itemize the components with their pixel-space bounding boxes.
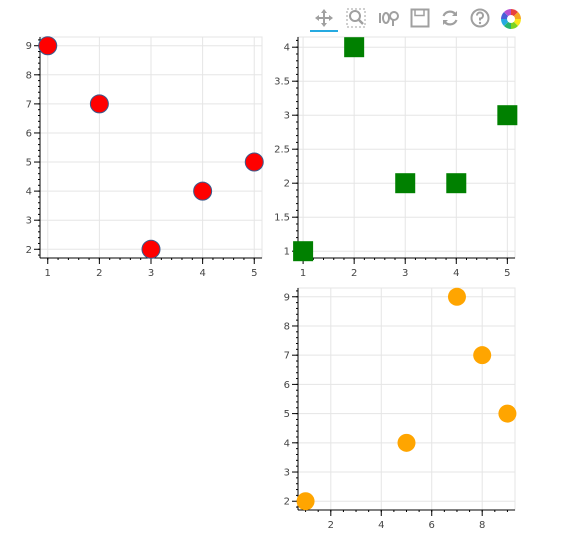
- wheel-zoom-tool[interactable]: [374, 4, 402, 32]
- data-point: [293, 241, 314, 262]
- x-tick-label: 4: [199, 268, 205, 279]
- x-tick-label: 1: [45, 268, 51, 279]
- y-tick-label: 2.5: [274, 145, 290, 156]
- x-tick-label: 5: [504, 268, 510, 279]
- wheel-zoom-icon: [379, 11, 399, 26]
- box-zoom-icon: [346, 8, 366, 28]
- x-tick-label: 6: [429, 520, 435, 531]
- y-tick-label: 7: [26, 99, 32, 110]
- y-tick-label: 9: [284, 292, 290, 303]
- y-tick-label: 7: [284, 351, 290, 362]
- data-point: [38, 36, 58, 56]
- plot-frame: [297, 36, 516, 259]
- save-icon: [410, 8, 430, 28]
- bokeh-logo-icon: [501, 9, 521, 29]
- bokeh-logo[interactable]: [496, 4, 524, 32]
- y-tick-label: 9: [26, 41, 32, 52]
- data-point: [141, 239, 161, 259]
- x-tick-label: 1: [300, 268, 306, 279]
- pan-icon: [315, 9, 333, 27]
- y-tick-label: 4: [284, 43, 290, 54]
- data-point: [446, 173, 467, 194]
- y-tick-label: 8: [26, 70, 32, 81]
- pan-tool[interactable]: [310, 4, 338, 32]
- toolbar: [310, 4, 525, 32]
- data-point: [193, 181, 213, 201]
- y-tick-label: 4: [26, 187, 32, 198]
- data-point: [89, 94, 109, 114]
- reset-icon: [442, 10, 458, 26]
- y-tick-label: 1.5: [274, 213, 290, 224]
- y-tick-label: 8: [284, 321, 290, 332]
- y-tick-label: 3: [284, 111, 290, 122]
- plot-3[interactable]: 2 4 6 8 2 3 4 5 6 7 8 9: [284, 287, 517, 531]
- data-point: [244, 152, 264, 172]
- data-point: [498, 404, 517, 423]
- y-tick-label: 5: [284, 409, 290, 420]
- data-point: [395, 173, 416, 194]
- y-tick-label: 6: [284, 380, 290, 391]
- x-tick-label: 4: [378, 520, 384, 531]
- x-tick-label: 2: [96, 268, 102, 279]
- y-tick-label: 3: [26, 216, 32, 227]
- data-point: [296, 492, 315, 511]
- help-icon: [470, 8, 490, 28]
- data-point: [344, 37, 365, 58]
- y-tick-label: 1: [284, 247, 290, 258]
- y-tick-label: 5: [26, 158, 32, 169]
- y-tick-label: 2: [26, 245, 32, 256]
- x-tick-label: 4: [453, 268, 459, 279]
- x-tick-label: 2: [351, 268, 357, 279]
- x-tick-label: 3: [148, 268, 154, 279]
- plot-2[interactable]: 1 2 3 4 5 1 1.5 2 2.5 3 3.5 4: [274, 36, 518, 279]
- data-point: [497, 105, 518, 126]
- x-tick-label: 3: [402, 268, 408, 279]
- data-point: [397, 433, 416, 452]
- x-tick-label: 5: [251, 268, 257, 279]
- y-tick-label: 4: [284, 438, 290, 449]
- data-point: [447, 287, 466, 306]
- y-tick-label: 2: [284, 179, 290, 190]
- plot-1[interactable]: 1 2 3 4 5 2 3 4 5 6 7 8 9: [26, 36, 264, 279]
- save-tool[interactable]: [406, 4, 434, 32]
- help-tool[interactable]: [466, 4, 494, 32]
- x-tick-label: 2: [328, 520, 334, 531]
- y-tick-label: 2: [284, 497, 290, 508]
- y-tick-label: 3.5: [274, 77, 290, 88]
- reset-tool[interactable]: [436, 4, 464, 32]
- box-zoom-tool[interactable]: [342, 4, 370, 32]
- data-point: [473, 346, 492, 365]
- y-tick-label: 6: [26, 128, 32, 139]
- x-tick-label: 8: [479, 520, 485, 531]
- y-tick-label: 3: [284, 468, 290, 479]
